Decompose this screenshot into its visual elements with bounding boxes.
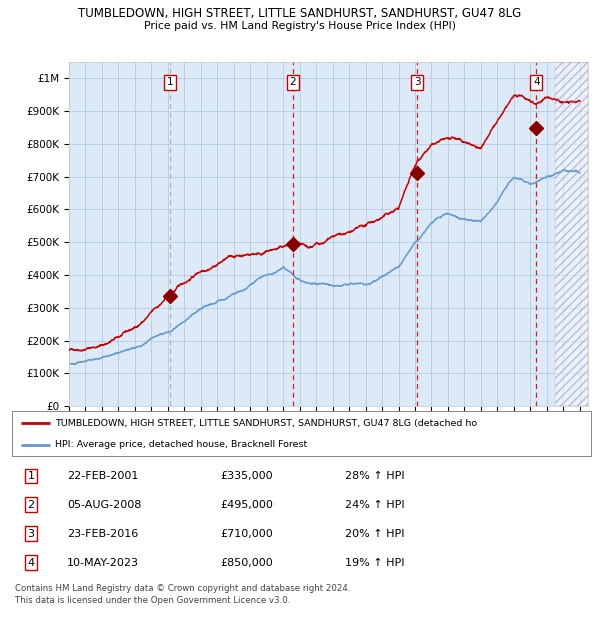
Text: 4: 4 <box>28 557 35 567</box>
Text: 1: 1 <box>167 78 173 87</box>
Text: 28% ↑ HPI: 28% ↑ HPI <box>345 471 404 481</box>
Text: £495,000: £495,000 <box>220 500 274 510</box>
Text: 4: 4 <box>533 78 539 87</box>
Text: £850,000: £850,000 <box>220 557 273 567</box>
Text: 23-FEB-2016: 23-FEB-2016 <box>67 529 138 539</box>
Text: 22-FEB-2001: 22-FEB-2001 <box>67 471 139 481</box>
Text: £335,000: £335,000 <box>220 471 273 481</box>
Text: 19% ↑ HPI: 19% ↑ HPI <box>345 557 404 567</box>
Text: 20% ↑ HPI: 20% ↑ HPI <box>345 529 404 539</box>
Text: 2: 2 <box>28 500 35 510</box>
Text: HPI: Average price, detached house, Bracknell Forest: HPI: Average price, detached house, Brac… <box>55 440 308 449</box>
Text: 3: 3 <box>28 529 35 539</box>
Text: TUMBLEDOWN, HIGH STREET, LITTLE SANDHURST, SANDHURST, GU47 8LG: TUMBLEDOWN, HIGH STREET, LITTLE SANDHURS… <box>79 7 521 20</box>
Text: 1: 1 <box>28 471 35 481</box>
Text: Price paid vs. HM Land Registry's House Price Index (HPI): Price paid vs. HM Land Registry's House … <box>144 21 456 31</box>
Text: Contains HM Land Registry data © Crown copyright and database right 2024.
This d: Contains HM Land Registry data © Crown c… <box>15 584 350 605</box>
Text: 05-AUG-2008: 05-AUG-2008 <box>67 500 142 510</box>
Text: 10-MAY-2023: 10-MAY-2023 <box>67 557 139 567</box>
Text: TUMBLEDOWN, HIGH STREET, LITTLE SANDHURST, SANDHURST, GU47 8LG (detached ho: TUMBLEDOWN, HIGH STREET, LITTLE SANDHURS… <box>55 418 478 428</box>
Text: 3: 3 <box>414 78 421 87</box>
Text: 2: 2 <box>290 78 296 87</box>
Text: 24% ↑ HPI: 24% ↑ HPI <box>345 500 404 510</box>
Text: £710,000: £710,000 <box>220 529 273 539</box>
